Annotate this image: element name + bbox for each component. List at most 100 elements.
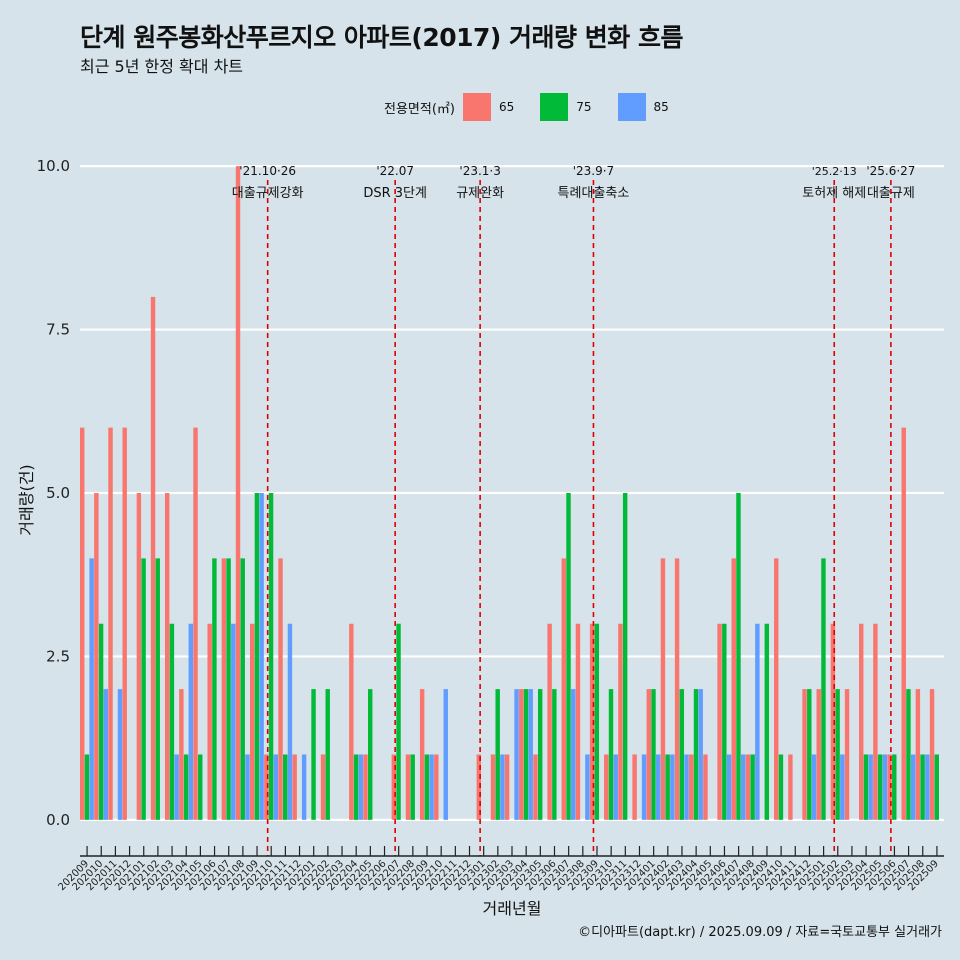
bar-65-202503 <box>844 689 850 820</box>
legend-title: 전용면적(㎡) <box>384 101 455 117</box>
bar-75-202208 <box>410 754 415 820</box>
bar-65-202401 <box>646 689 651 820</box>
bar-85-202310 <box>613 754 618 820</box>
bar-75-202406 <box>722 623 727 820</box>
bar-85-202209 <box>429 754 434 820</box>
bar-65-202009 <box>80 427 85 820</box>
bar-65-202106 <box>207 623 212 820</box>
bar-75-202502 <box>835 689 840 820</box>
bar-75-202307 <box>566 493 571 820</box>
bar-65-202410 <box>774 558 779 820</box>
bar-65-202208 <box>405 754 411 820</box>
bar-85-202103 <box>174 754 179 820</box>
bar-75-202309 <box>594 623 600 820</box>
bar-75-202101 <box>141 558 146 820</box>
bar-65-202507 <box>901 427 906 820</box>
event-date-label: '22.07 <box>376 164 414 178</box>
bar-85-202408 <box>755 623 760 820</box>
bar-85-202210 <box>443 689 448 820</box>
x-axis-title: 거래년월 <box>483 899 542 918</box>
chart-subtitle: 최근 5년 한정 확대 차트 <box>80 57 244 76</box>
bar-65-202110 <box>264 754 269 820</box>
bar-85-202402 <box>670 754 675 820</box>
bar-75-202310 <box>608 689 614 820</box>
bar-65-202509 <box>929 689 935 820</box>
bar-65-202407 <box>731 558 736 820</box>
annotations: '21.10·26 대출규제강화 '22.07 DSR 3단계 '23.1·3 규제완화 '… <box>232 164 915 856</box>
bar-75-202501 <box>821 558 826 820</box>
bar-65-202504 <box>859 623 864 820</box>
bar-75-202408 <box>750 754 755 820</box>
bar-85-202110 <box>273 754 278 820</box>
bar-65-202408 <box>745 754 751 820</box>
bar-75-202104 <box>183 754 189 820</box>
bar-65-202109 <box>249 623 255 820</box>
legend: 전용면적(㎡) 65 75 85 <box>384 92 695 122</box>
bar-65-202101 <box>136 493 142 820</box>
bar-65-202207 <box>391 754 397 820</box>
bar-85-202508 <box>925 754 930 820</box>
bar-85-202109 <box>259 493 264 820</box>
bar-85-202504 <box>868 754 873 820</box>
bar-85-202502 <box>840 754 845 820</box>
y-tick-label: 10.0 <box>37 157 70 175</box>
legend-key-65 <box>462 93 491 121</box>
bar-65-202505 <box>873 623 878 820</box>
bar-75-202306 <box>552 689 557 820</box>
bar-65-202303 <box>504 754 510 820</box>
bar-65-202305 <box>533 754 538 820</box>
event-text-label: DSR 3단계 <box>363 186 427 201</box>
bar-75-202111 <box>283 754 288 820</box>
bar-65-202209 <box>419 689 425 820</box>
bar-85-202111 <box>287 623 293 820</box>
bar-85-202112 <box>301 754 307 820</box>
bar-65-202306 <box>547 623 552 820</box>
bar-65-202406 <box>717 623 722 820</box>
bar-65-202012 <box>122 427 127 820</box>
bar-65-202105 <box>193 427 198 820</box>
bar-85-202407 <box>740 754 746 820</box>
bar-65-202103 <box>164 493 170 820</box>
bar-75-202305 <box>537 689 543 820</box>
chart-title: 단계 원주봉화산푸르지오 아파트(2017) 거래량 변화 흐름 <box>80 23 683 52</box>
bar-75-202410 <box>778 754 784 820</box>
legend-key-75 <box>540 93 569 121</box>
bar-85-202011 <box>117 689 123 820</box>
bar-85-202308 <box>585 754 590 820</box>
bar-65-202307 <box>561 558 566 820</box>
bar-75-202509 <box>934 754 939 820</box>
bars <box>80 166 939 820</box>
bar-65-202011 <box>108 427 113 820</box>
bar-75-202102 <box>155 558 160 820</box>
bar-75-202505 <box>877 754 883 820</box>
bar-65-202501 <box>816 689 821 820</box>
bar-65-202312 <box>632 754 637 820</box>
bar-75-202404 <box>693 689 699 820</box>
bar-85-202406 <box>726 754 732 820</box>
bar-85-202303 <box>514 689 519 820</box>
bar-75-202311 <box>622 493 628 820</box>
bar-65-202111 <box>278 558 283 820</box>
bar-65-202102 <box>150 296 156 820</box>
bar-75-202108 <box>240 558 245 820</box>
legend-label-85: 85 <box>653 100 669 114</box>
bar-65-202204 <box>349 623 354 820</box>
bar-75-202506 <box>892 754 897 820</box>
bar-65-202205 <box>363 754 368 820</box>
bar-75-202209 <box>424 754 430 820</box>
y-axis-title: 거래량(건) <box>17 464 36 535</box>
y-tick-label: 7.5 <box>46 321 70 339</box>
bar-75-202302 <box>495 689 500 820</box>
bar-85-202304 <box>528 689 533 820</box>
event-date-label: '25.2·13 <box>812 165 857 178</box>
bar-85-202403 <box>684 754 689 820</box>
bar-65-202202 <box>320 754 326 820</box>
bar-75-202412 <box>807 689 812 820</box>
bar-65-202301 <box>476 754 482 820</box>
bar-75-202204 <box>353 754 359 820</box>
bar-65-202502 <box>830 623 836 820</box>
bar-75-202103 <box>169 623 175 820</box>
bar-85-202108 <box>245 754 250 820</box>
event-text-label: 대출규제강화 <box>232 186 304 201</box>
